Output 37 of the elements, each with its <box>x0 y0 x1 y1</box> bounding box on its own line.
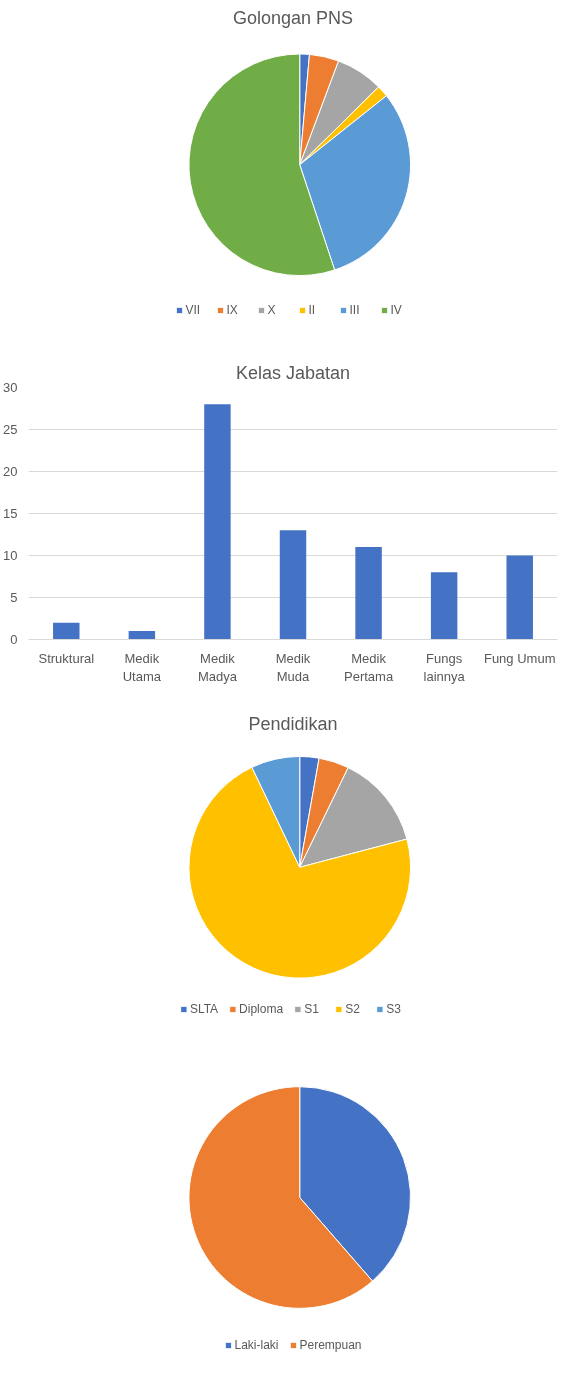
bar <box>279 530 307 640</box>
legend-label: S2 <box>345 1002 361 1016</box>
bar <box>355 547 382 640</box>
y-tick-label: 5 <box>10 590 18 605</box>
legend-label: III <box>349 303 361 317</box>
x-tick-label: Medik Muda <box>275 650 311 684</box>
legend-label: VII <box>185 303 202 317</box>
bar <box>204 404 231 640</box>
legend-label: Perempuan <box>299 1338 362 1352</box>
x-tick-label: Medik Madya <box>197 650 238 684</box>
bar <box>128 631 156 640</box>
legend-label: S1 <box>304 1002 320 1016</box>
bar <box>506 555 533 640</box>
x-tick-label: Medik Pertama <box>344 650 394 684</box>
chart-title: Pendidikan <box>248 713 338 734</box>
y-tick-label: 0 <box>10 632 18 647</box>
legend-label: II <box>308 303 317 317</box>
y-tick-label: 10 <box>3 548 18 563</box>
chart-title: Kelas Jabatan <box>235 362 351 383</box>
chart-title: Golongan PNS <box>232 7 354 28</box>
legend-label: Laki-laki <box>234 1338 279 1352</box>
legend-label: IX <box>226 303 239 317</box>
x-tick-label: Struktural <box>38 650 95 666</box>
x-tick-label: Medik Utama <box>122 650 162 684</box>
bar <box>430 572 458 640</box>
x-tick-label: Fungs lainnya <box>423 650 466 684</box>
legend-label: S3 <box>386 1002 402 1016</box>
bar <box>53 622 80 640</box>
x-tick-label: Fung Umum <box>483 650 556 666</box>
y-tick-label: 15 <box>3 506 18 521</box>
legend-label: Diploma <box>239 1002 284 1016</box>
legend-label: X <box>267 303 277 317</box>
y-tick-label: 20 <box>3 464 18 479</box>
y-tick-label: 30 <box>3 380 18 395</box>
y-tick-label: 25 <box>3 422 18 437</box>
legend-label: IV <box>390 303 403 317</box>
legend-label: SLTA <box>189 1002 219 1016</box>
